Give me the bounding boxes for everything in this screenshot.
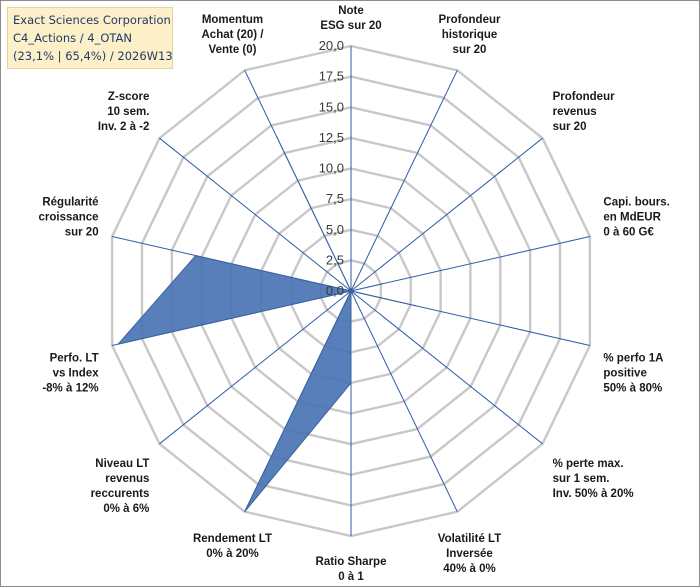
axis-line-6 <box>350 290 458 512</box>
axis-label-6: Volatilité LT Inversée 40% à 0% <box>438 533 501 575</box>
axis-line-9 <box>159 290 352 445</box>
axis-label-13: Momentum Achat (20) / Vente (0) <box>202 14 265 56</box>
axis-label-5: % perte max. sur 1 sem. Inv. 50% à 20% <box>553 458 634 500</box>
axis-label-0: Note ESG sur 20 <box>320 5 381 32</box>
axis-line-12 <box>159 137 352 292</box>
axis-label-11: Régularité croissance sur 20 <box>38 197 98 239</box>
radar-tick-labels: 0,0 2,5 5,0 7,5 10,0 12,5 15,0 17,5 20,0 <box>319 38 344 298</box>
chart-title-box: Exact Sciences Corporation C4_Actions / … <box>7 7 173 69</box>
axis-line-2 <box>350 137 543 292</box>
axis-label-7: Ratio Sharpe 0 à 1 <box>316 556 387 583</box>
tick-label: 12,5 <box>319 130 344 145</box>
radar-series <box>117 136 418 513</box>
axis-line-1 <box>350 70 458 292</box>
title-portfolio: C4_Actions / 4_OTAN <box>13 31 133 45</box>
title-stats: (23,1% | 65,4%) / 2026W13 <box>13 49 173 63</box>
axis-label-12: Z-score 10 sem. Inv. 2 à -2 <box>98 91 150 133</box>
axis-line-3 <box>350 236 591 292</box>
axis-line-5 <box>350 290 543 445</box>
tick-label: 20,0 <box>319 38 344 53</box>
axis-label-4: % perfo 1A positive 50% à 80% <box>603 353 663 395</box>
axis-label-2: Profondeur revenus sur 20 <box>553 91 615 133</box>
tick-label: 7,5 <box>326 191 344 206</box>
axis-label-9: Niveau LT revenus reccurents 0% à 6% <box>91 458 150 515</box>
axis-label-1: Profondeur historique sur 20 <box>439 14 501 56</box>
tick-label: 17,5 <box>319 69 344 84</box>
title-company: Exact Sciences Corporation <box>13 13 171 27</box>
tick-label: 15,0 <box>319 99 344 114</box>
tick-label: 10,0 <box>319 161 344 176</box>
radar-axis-labels: Note ESG sur 20 Profondeur historique sur 20… <box>38 5 669 583</box>
tick-label: 0,0 <box>326 283 344 298</box>
axis-label-3: Capi. bours. en MdEUR 0 à 60 G€ <box>603 197 669 239</box>
tick-label: 5,0 <box>326 222 344 237</box>
axis-label-10: Perfo. LT vs Index -8% à 12% <box>42 353 99 395</box>
tick-label: 2,5 <box>326 252 344 267</box>
axis-label-8: Rendement LT 0% à 20% <box>193 533 272 560</box>
